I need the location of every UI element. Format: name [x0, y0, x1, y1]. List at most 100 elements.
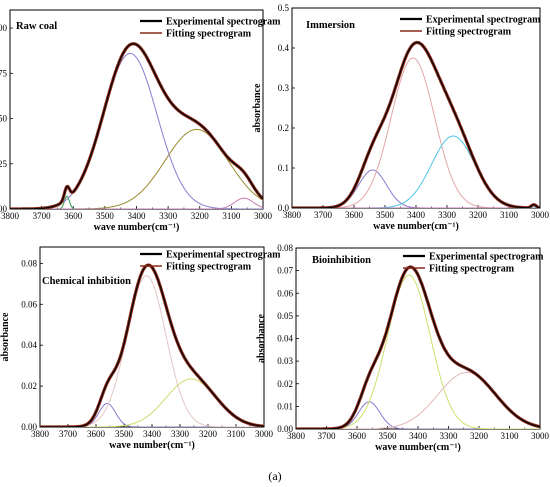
y-tick-label: 0.000: [0, 204, 8, 214]
component-peak-1: [40, 403, 264, 427]
y-tick-label: 0.1: [278, 163, 289, 173]
y-axis-label: absorbance: [256, 314, 267, 363]
legend-label-fitting: Fitting spectrogram: [166, 262, 252, 273]
plot-frame: [9, 9, 264, 210]
x-axis-label: wave number(cm⁻¹): [109, 440, 195, 451]
x-tick-label: 3400: [128, 211, 147, 221]
x-tick-label: 3800: [287, 431, 306, 441]
y-tick-label: 0.075: [0, 68, 8, 78]
y-tick-label: 0.05: [277, 311, 293, 321]
component-peak-2: [40, 275, 264, 427]
y-tick-label: 0.04: [277, 334, 293, 344]
y-tick-label: 0.03: [277, 356, 293, 366]
component-peak-3: [292, 135, 540, 208]
plot-area: [296, 265, 540, 429]
legend-label-experimental: Experimental spectrogram: [426, 15, 541, 26]
y-tick-label: 0.06: [21, 299, 37, 309]
fitting-spectrogram-line: [10, 42, 263, 209]
y-tick-label: 0.02: [277, 379, 293, 389]
component-peak-3: [40, 378, 264, 427]
panel-1: 3800 3700 3600 3500 3400 3300 3200 3100 3000 0.00…: [0, 9, 281, 233]
y-tick-label: 0.04: [21, 340, 37, 350]
x-tick-label: 3400: [409, 431, 428, 441]
x-tick-label: 3000: [255, 429, 274, 439]
x-tick-label: 3300: [438, 210, 457, 220]
y-axis-label: absorbance: [0, 312, 11, 361]
legend-label-fitting: Fitting spectrogram: [429, 264, 515, 275]
y-tick-label: 0.0: [278, 203, 290, 213]
x-tick-label: 3600: [348, 431, 367, 441]
x-tick-label: 3100: [227, 429, 246, 439]
y-axis-label: absorbance: [252, 83, 263, 132]
component-peak-3: [10, 128, 263, 209]
y-tick-label: 0.01: [277, 401, 293, 411]
plot-frame: [291, 7, 541, 209]
y-tick-label: 0.00: [277, 424, 293, 434]
panel-4: 3800 3700 3600 3500 3400 3300 3200 3100 30000.00…: [256, 243, 550, 453]
panel-title: Raw coal: [16, 21, 57, 32]
x-tick-label: 3600: [64, 211, 83, 221]
x-tick-label: 3300: [171, 429, 190, 439]
plot-area: [292, 40, 540, 208]
x-tick-label: 3800: [1, 211, 20, 221]
experimental-spectrogram-line: [292, 41, 540, 208]
y-tick-label: 0.050: [0, 114, 8, 124]
x-tick-label: 3400: [143, 429, 162, 439]
y-tick-label: 0.4: [278, 43, 290, 53]
y-tick-label: 0.025: [0, 159, 8, 169]
x-tick-label: 3700: [33, 211, 52, 221]
panel-2: 3800 3700 3600 3500 3400 3300 3200 3100 3000 0.0 0…: [252, 3, 550, 232]
fitting-spectrogram-line: [292, 40, 540, 208]
x-tick-label: 3600: [87, 429, 106, 439]
x-tick-label: 3000: [254, 211, 273, 221]
x-tick-label: 3100: [222, 211, 241, 221]
x-tick-label: 3700: [59, 429, 78, 439]
x-tick-label: 3000: [531, 210, 550, 220]
x-tick-label: 3200: [199, 429, 218, 439]
x-tick-label: 3800: [31, 429, 50, 439]
x-tick-label: 3300: [159, 211, 178, 221]
y-tick-label: 0.5: [278, 3, 290, 13]
experimental-spectrogram-line: [296, 266, 540, 429]
x-tick-label: 3100: [501, 431, 520, 441]
y-tick-label: 0.08: [277, 243, 293, 253]
legend-label-experimental: Experimental spectrogram: [429, 252, 544, 263]
legend-label-fitting: Fitting spectrogram: [166, 29, 252, 40]
plot-frame: [39, 246, 265, 428]
x-axis-label: wave number(cm⁻¹): [375, 442, 461, 453]
x-tick-label: 3800: [283, 210, 302, 220]
x-tick-label: 3000: [531, 431, 550, 441]
y-tick-label: 0.00: [21, 422, 37, 432]
panel-3: 3800 3700 3600 3500 3400 3300 3200 3100 3000 0.00…: [0, 246, 281, 451]
x-tick-label: 3500: [376, 210, 395, 220]
x-tick-label: 3400: [407, 210, 426, 220]
x-tick-label: 3700: [314, 210, 333, 220]
x-tick-label: 3600: [345, 210, 364, 220]
x-tick-label: 3500: [115, 429, 134, 439]
component-peak-2: [292, 57, 540, 208]
y-tick-label: 0.06: [277, 288, 293, 298]
plot-area: [10, 42, 263, 209]
x-tick-label: 3200: [191, 211, 210, 221]
y-tick-label: 0.02: [21, 381, 37, 391]
x-tick-label: 3300: [440, 431, 459, 441]
y-tick-label: 0.3: [278, 83, 290, 93]
y-tick-label: 0.08: [21, 258, 37, 268]
y-tick-label: 0.2: [278, 123, 289, 133]
x-tick-label: 3700: [318, 431, 337, 441]
x-axis-label: wave number(cm⁻¹): [373, 221, 459, 232]
x-tick-label: 3500: [379, 431, 398, 441]
y-tick-label: 0.100: [0, 23, 8, 33]
y-tick-label: 0.07: [277, 266, 293, 276]
x-tick-label: 3500: [96, 211, 115, 221]
component-peak-3: [296, 371, 540, 429]
component-peak-4: [10, 197, 263, 209]
legend-label-fitting: Fitting spectrogram: [426, 27, 512, 38]
legend-label-experimental: Experimental spectrogram: [166, 250, 281, 261]
panel-title: Chemical inhibition: [42, 276, 131, 287]
legend-label-experimental: Experimental spectrogram: [166, 17, 281, 28]
x-tick-label: 3200: [470, 431, 489, 441]
fitting-spectrogram-line: [40, 263, 264, 427]
x-axis-label: wave number(cm⁻¹): [94, 222, 180, 233]
